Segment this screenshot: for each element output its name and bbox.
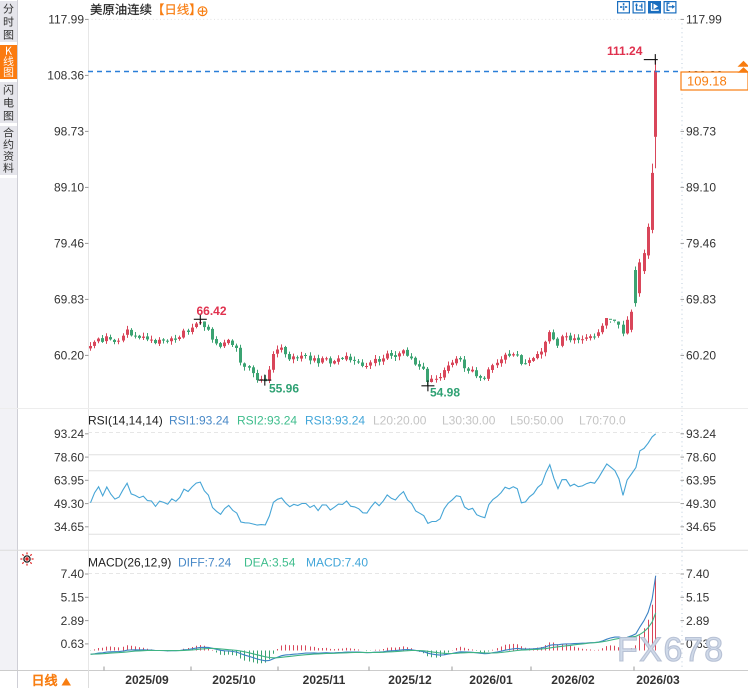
svg-text:79.46: 79.46 bbox=[54, 237, 84, 251]
svg-text:2.89: 2.89 bbox=[61, 614, 85, 628]
svg-text:79.46: 79.46 bbox=[686, 237, 716, 251]
svg-text:117.99: 117.99 bbox=[48, 13, 84, 27]
svg-text:0.63: 0.63 bbox=[686, 637, 710, 651]
svg-text:2026/02: 2026/02 bbox=[551, 673, 595, 687]
svg-text:93.24: 93.24 bbox=[686, 427, 716, 441]
svg-text:2025/11: 2025/11 bbox=[303, 673, 346, 687]
svg-text:49.30: 49.30 bbox=[54, 497, 84, 511]
svg-text:5.15: 5.15 bbox=[61, 591, 85, 605]
svg-text:RSI3:93.24: RSI3:93.24 bbox=[305, 414, 365, 428]
svg-text:34.65: 34.65 bbox=[686, 520, 716, 534]
svg-text:L70:70.0: L70:70.0 bbox=[579, 414, 626, 428]
svg-text:69.83: 69.83 bbox=[54, 293, 84, 307]
svg-text:DEA:3.54: DEA:3.54 bbox=[244, 556, 296, 570]
svg-text:78.60: 78.60 bbox=[54, 450, 84, 464]
svg-text:2026/03: 2026/03 bbox=[636, 673, 680, 687]
svg-text:0.63: 0.63 bbox=[61, 637, 85, 651]
svg-text:78.60: 78.60 bbox=[686, 450, 716, 464]
svg-text:108.36: 108.36 bbox=[47, 69, 84, 83]
svg-text:63.95: 63.95 bbox=[54, 474, 84, 488]
svg-text:109.18: 109.18 bbox=[687, 74, 727, 89]
svg-text:2026/01: 2026/01 bbox=[469, 673, 513, 687]
svg-text:7.40: 7.40 bbox=[61, 567, 85, 581]
svg-text:RSI(14,14,14): RSI(14,14,14) bbox=[88, 414, 163, 428]
svg-text:89.10: 89.10 bbox=[686, 181, 716, 195]
svg-text:2025/12: 2025/12 bbox=[388, 673, 432, 687]
svg-text:MACD:7.40: MACD:7.40 bbox=[306, 556, 368, 570]
svg-text:FX678: FX678 bbox=[617, 631, 725, 669]
svg-text:2025/09: 2025/09 bbox=[125, 673, 169, 687]
svg-text:54.98: 54.98 bbox=[430, 386, 460, 400]
svg-text:69.83: 69.83 bbox=[686, 293, 716, 307]
svg-text:89.10: 89.10 bbox=[54, 181, 84, 195]
svg-text:RSI1:93.24: RSI1:93.24 bbox=[169, 414, 229, 428]
svg-text:93.24: 93.24 bbox=[54, 427, 84, 441]
svg-text:L20:20.00: L20:20.00 bbox=[373, 414, 427, 428]
svg-text:2.89: 2.89 bbox=[686, 614, 710, 628]
svg-text:98.73: 98.73 bbox=[686, 125, 716, 139]
svg-text:DIFF:7.24: DIFF:7.24 bbox=[178, 556, 232, 570]
svg-text:55.96: 55.96 bbox=[269, 382, 299, 396]
svg-text:34.65: 34.65 bbox=[54, 520, 84, 534]
svg-text:98.73: 98.73 bbox=[54, 125, 84, 139]
svg-text:111.24: 111.24 bbox=[607, 44, 643, 58]
svg-text:L50:50.00: L50:50.00 bbox=[510, 414, 564, 428]
svg-text:2025/10: 2025/10 bbox=[212, 673, 256, 687]
svg-text:60.20: 60.20 bbox=[686, 349, 716, 363]
svg-text:7.40: 7.40 bbox=[686, 567, 710, 581]
svg-text:5.15: 5.15 bbox=[686, 591, 710, 605]
svg-text:66.42: 66.42 bbox=[197, 304, 227, 318]
svg-text:60.20: 60.20 bbox=[54, 349, 84, 363]
svg-text:L30:30.00: L30:30.00 bbox=[442, 414, 496, 428]
svg-text:MACD(26,12,9): MACD(26,12,9) bbox=[88, 556, 171, 570]
svg-text:49.30: 49.30 bbox=[686, 497, 716, 511]
svg-text:117.99: 117.99 bbox=[686, 13, 722, 27]
svg-text:RSI2:93.24: RSI2:93.24 bbox=[237, 414, 297, 428]
svg-text:63.95: 63.95 bbox=[686, 474, 716, 488]
